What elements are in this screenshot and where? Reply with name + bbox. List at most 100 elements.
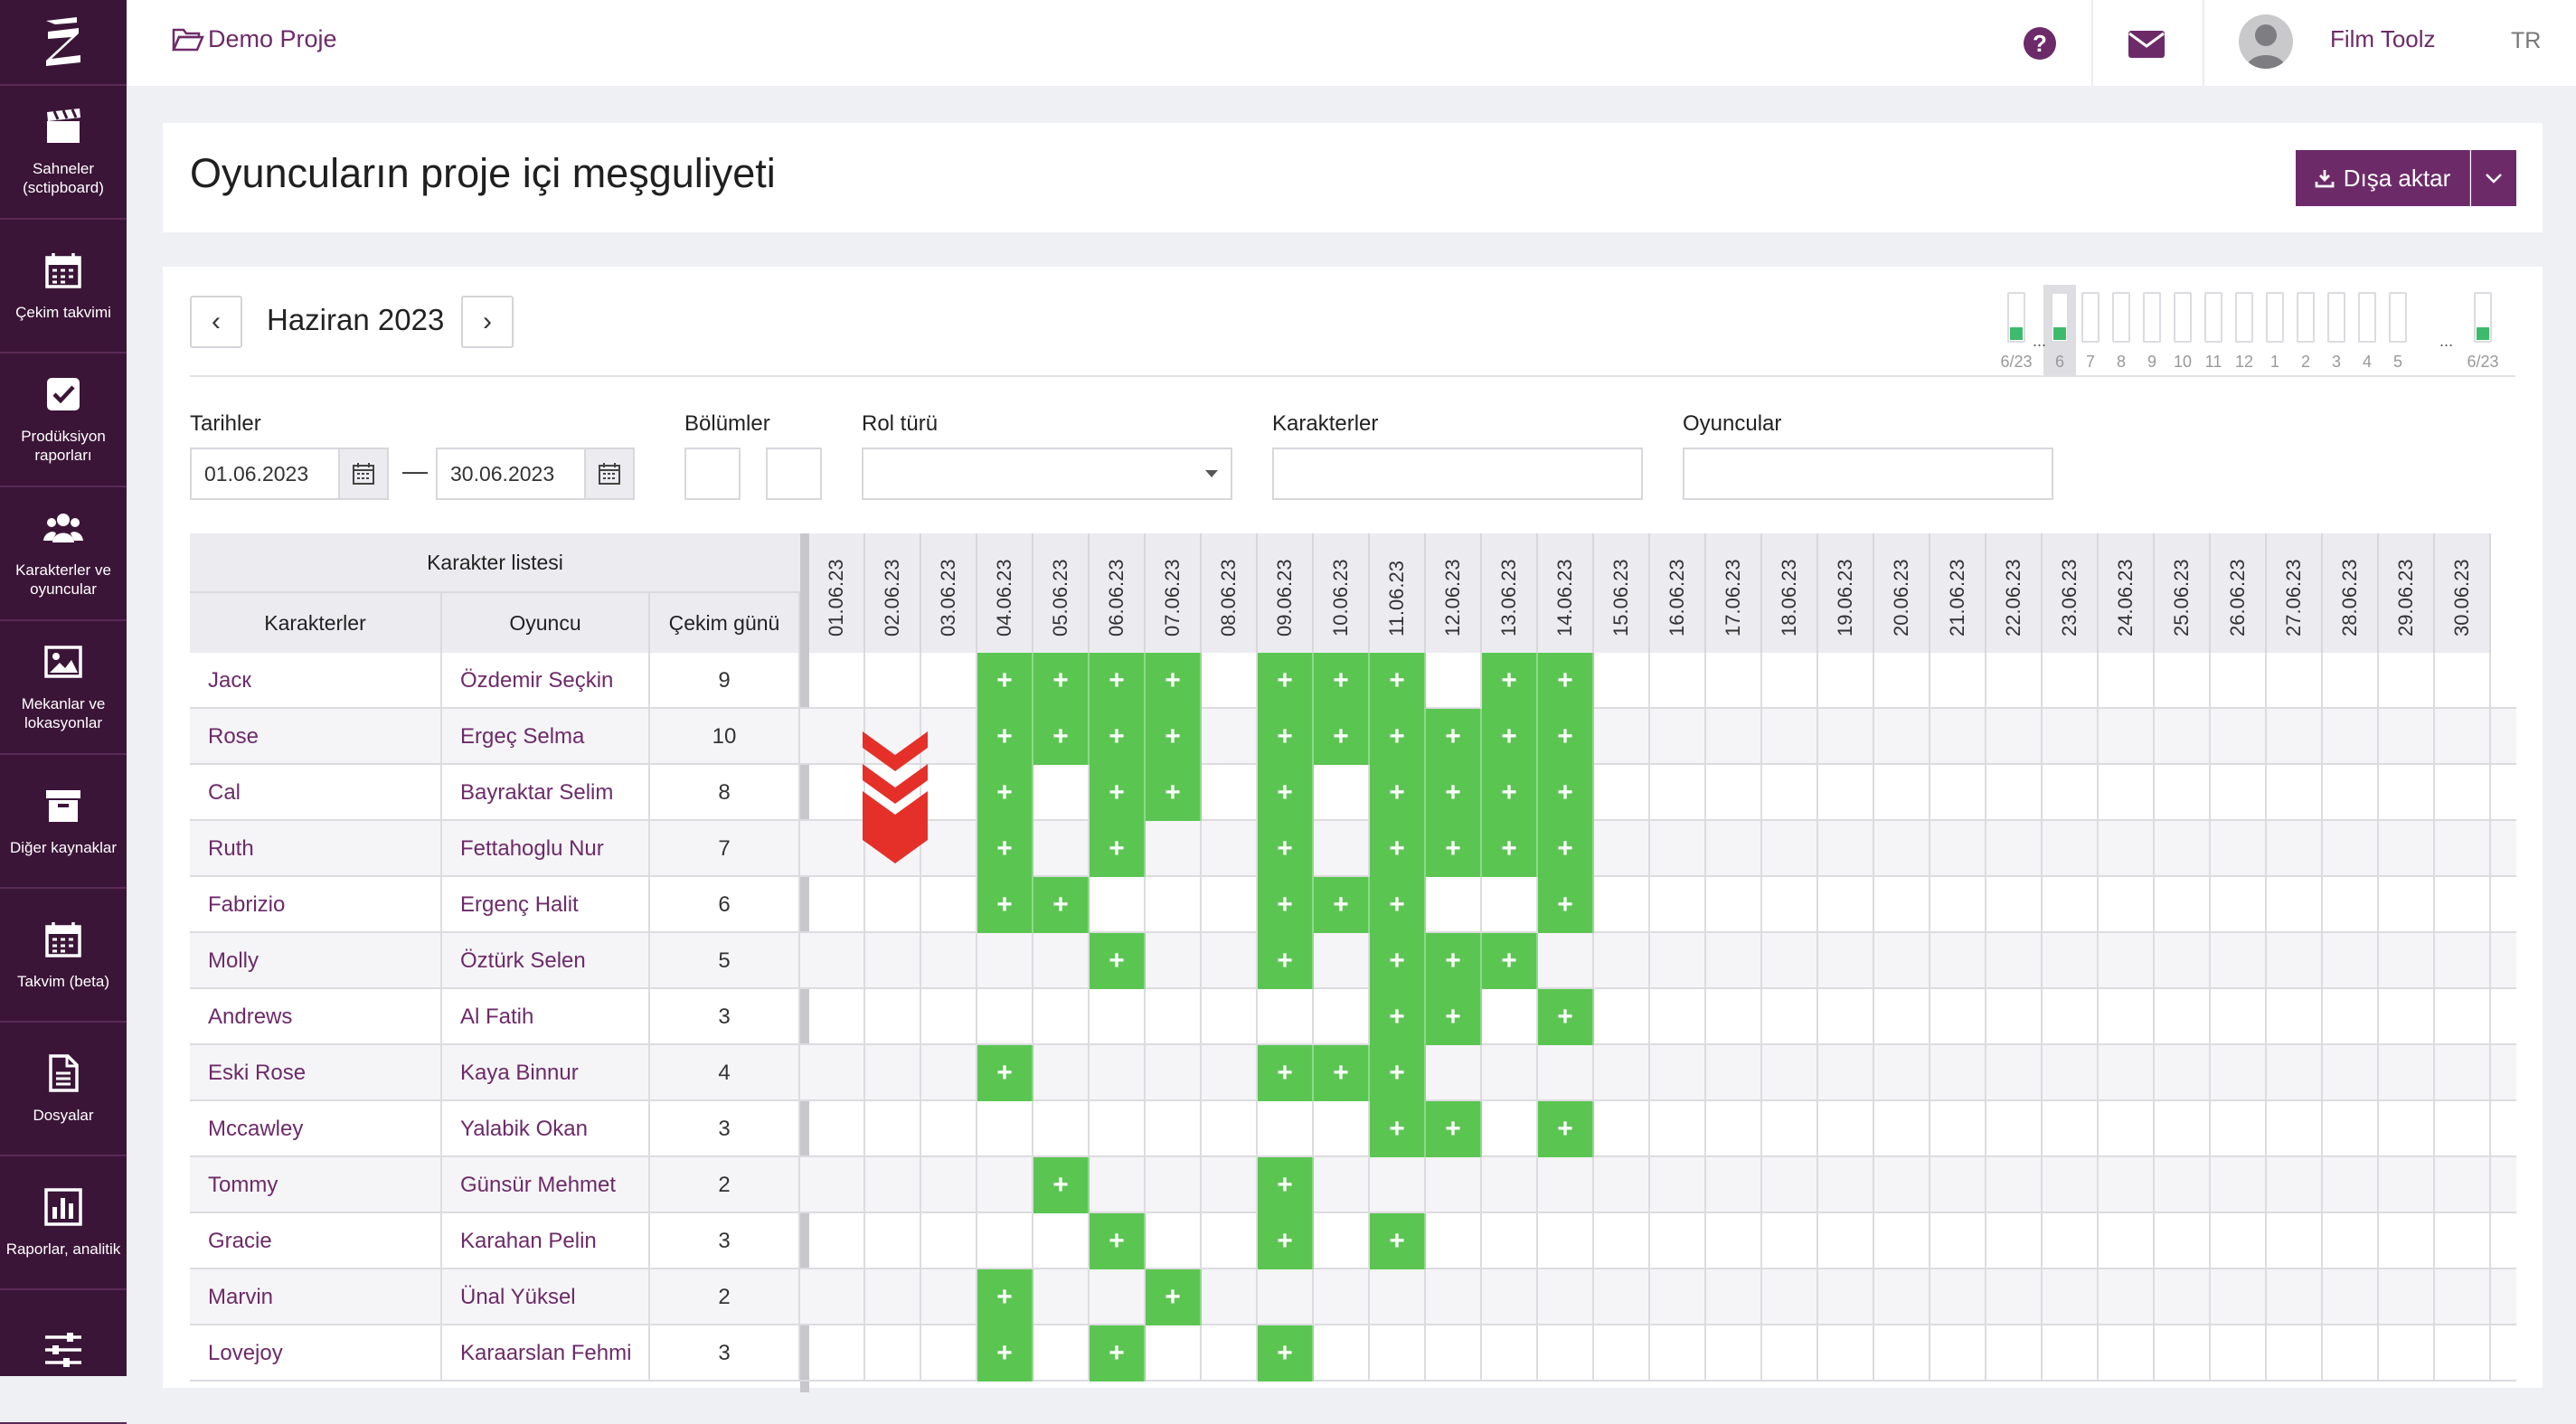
day-cell[interactable]	[2435, 653, 2491, 709]
actor-name[interactable]: Günsür Mehmet	[442, 1157, 650, 1213]
day-cell[interactable]	[1762, 877, 1818, 933]
day-cell[interactable]	[1706, 1101, 1762, 1157]
date-column-header[interactable]: 23.06.23	[2043, 533, 2099, 653]
shooting-day-cell[interactable]: +	[1426, 709, 1482, 765]
day-cell[interactable]	[921, 933, 977, 989]
day-cell[interactable]	[2211, 1269, 2267, 1325]
day-cell[interactable]	[1594, 1325, 1650, 1382]
day-cell[interactable]	[2211, 821, 2267, 877]
actors-input[interactable]	[1683, 448, 2053, 500]
app-logo[interactable]	[0, 0, 127, 86]
day-cell[interactable]	[921, 1325, 977, 1382]
day-cell[interactable]	[1650, 989, 1706, 1045]
day-cell[interactable]	[1594, 1045, 1650, 1101]
shooting-day-cell[interactable]: +	[1482, 933, 1538, 989]
day-cell[interactable]	[921, 1213, 977, 1269]
day-cell[interactable]	[2267, 1157, 2323, 1213]
shooting-day-cell[interactable]: +	[1426, 765, 1482, 821]
day-cell[interactable]	[2267, 709, 2323, 765]
day-cell[interactable]	[921, 1157, 977, 1213]
month-navigator-bar[interactable]	[2051, 292, 2069, 343]
shooting-day-cell[interactable]: +	[1426, 933, 1482, 989]
day-cell[interactable]	[1033, 821, 1090, 877]
day-cell[interactable]	[1818, 1045, 1874, 1101]
day-cell[interactable]	[1033, 989, 1090, 1045]
month-navigator-bar[interactable]	[2112, 292, 2130, 343]
day-cell[interactable]	[1482, 1045, 1538, 1101]
day-cell[interactable]	[1986, 765, 2043, 821]
day-cell[interactable]	[1650, 877, 1706, 933]
day-cell[interactable]	[809, 1157, 865, 1213]
actor-name[interactable]: Ergeç Selma	[442, 709, 650, 765]
day-cell[interactable]	[1033, 1213, 1090, 1269]
day-cell[interactable]	[1090, 1045, 1146, 1101]
shooting-day-cell[interactable]: +	[1258, 933, 1314, 989]
day-cell[interactable]	[1818, 1101, 1874, 1157]
day-cell[interactable]	[1874, 1325, 1930, 1382]
day-cell[interactable]	[2043, 1101, 2099, 1157]
day-cell[interactable]	[1706, 933, 1762, 989]
day-cell[interactable]	[2155, 653, 2211, 709]
date-column-header[interactable]: 27.06.23	[2267, 533, 2323, 653]
actor-name[interactable]: Yalabik Okan	[442, 1101, 650, 1157]
day-cell[interactable]	[1818, 653, 1874, 709]
character-name[interactable]: Mccawley	[190, 1101, 442, 1157]
date-column-header[interactable]: 15.06.23	[1594, 533, 1650, 653]
day-cell[interactable]	[2267, 989, 2323, 1045]
shooting-day-cell[interactable]: +	[1090, 765, 1146, 821]
day-cell[interactable]	[1202, 765, 1258, 821]
day-cell[interactable]	[2155, 821, 2211, 877]
day-cell[interactable]	[2043, 1269, 2099, 1325]
day-cell[interactable]	[2267, 653, 2323, 709]
day-cell[interactable]	[1594, 653, 1650, 709]
character-name[interactable]: Ruth	[190, 821, 442, 877]
language-switch[interactable]: TR	[2511, 28, 2542, 53]
day-cell[interactable]	[1762, 989, 1818, 1045]
date-column-header[interactable]: 19.06.23	[1818, 533, 1874, 653]
day-cell[interactable]	[921, 1101, 977, 1157]
day-cell[interactable]	[2379, 1045, 2435, 1101]
day-cell[interactable]	[1594, 1101, 1650, 1157]
day-cell[interactable]	[809, 1045, 865, 1101]
day-cell[interactable]	[2099, 1269, 2155, 1325]
day-cell[interactable]	[1146, 1157, 1202, 1213]
character-name[interactable]: Andrews	[190, 989, 442, 1045]
day-cell[interactable]	[1762, 821, 1818, 877]
day-cell[interactable]	[1202, 933, 1258, 989]
day-cell[interactable]	[2043, 1157, 2099, 1213]
day-cell[interactable]	[2379, 765, 2435, 821]
day-cell[interactable]	[1930, 1325, 1986, 1382]
day-cell[interactable]	[1930, 709, 1986, 765]
date-column-header[interactable]: 18.06.23	[1762, 533, 1818, 653]
day-cell[interactable]	[1538, 1157, 1594, 1213]
day-cell[interactable]	[977, 1157, 1033, 1213]
day-cell[interactable]	[2211, 765, 2267, 821]
day-cell[interactable]	[2211, 877, 2267, 933]
day-cell[interactable]	[2267, 765, 2323, 821]
day-cell[interactable]	[2267, 1213, 2323, 1269]
day-cell[interactable]	[1874, 1045, 1930, 1101]
shooting-day-cell[interactable]: +	[1538, 989, 1594, 1045]
day-cell[interactable]	[2435, 1213, 2491, 1269]
day-cell[interactable]	[2267, 1269, 2323, 1325]
day-cell[interactable]	[1930, 877, 1986, 933]
day-cell[interactable]	[2043, 1325, 2099, 1382]
day-cell[interactable]	[1090, 989, 1146, 1045]
sidebar-item-9[interactable]: Raporlar, analitik	[0, 1156, 127, 1290]
day-cell[interactable]	[1090, 877, 1146, 933]
day-cell[interactable]	[2155, 765, 2211, 821]
day-cell[interactable]	[1594, 877, 1650, 933]
day-cell[interactable]	[1930, 1157, 1986, 1213]
day-cell[interactable]	[2435, 877, 2491, 933]
month-navigator-bar[interactable]	[2235, 292, 2253, 343]
date-column-header[interactable]: 22.06.23	[1986, 533, 2043, 653]
day-cell[interactable]	[1986, 653, 2043, 709]
day-cell[interactable]	[2379, 1157, 2435, 1213]
shooting-day-cell[interactable]: +	[1146, 709, 1202, 765]
date-column-header[interactable]: 30.06.23	[2435, 533, 2491, 653]
date-column-header[interactable]: 16.06.23	[1650, 533, 1706, 653]
day-cell[interactable]	[1930, 821, 1986, 877]
day-cell[interactable]	[921, 989, 977, 1045]
day-cell[interactable]	[1426, 1325, 1482, 1382]
shooting-day-cell[interactable]: +	[1370, 653, 1426, 709]
